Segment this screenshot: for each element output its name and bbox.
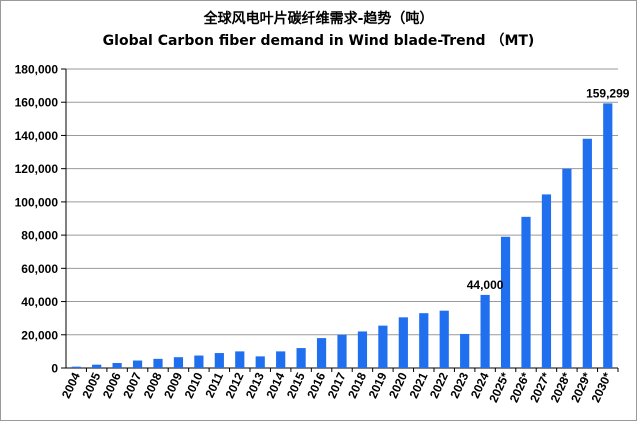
y-tick-label: 40,000 [21,295,58,309]
bar-2006 [112,363,122,368]
y-tick-label: 80,000 [21,229,58,243]
y-axis: 0 20,000 40,000 60,000 80,000 100,000 120,000 1… [15,63,67,376]
bar-2009 [173,357,184,368]
y-tick-label: 180,000 [15,63,59,77]
x-tick-label: 2008 [141,370,165,400]
y-tick-label: 100,000 [15,195,59,209]
bar-2004 [71,366,81,368]
chart-subtitle: Global Carbon fiber demand in Wind blade… [102,33,535,49]
x-tick-label: 2013 [243,370,267,400]
x-tick-label: 2004 [59,370,83,400]
bar-2016 [316,338,327,368]
x-tick-label: 2020 [386,370,410,400]
bar-2030 [603,103,613,368]
annotations: 44,000 159,299 [467,86,630,292]
bar-2020 [398,317,408,368]
y-tick-label: 60,000 [21,262,58,276]
y-tick-label: 0 [51,362,58,376]
bars [71,103,613,368]
bar-2005 [92,364,102,368]
bar-2008 [153,358,163,368]
y-tick-label: 20,000 [21,328,58,342]
x-tick-label: 2016 [304,370,328,400]
bar-2029 [582,138,592,368]
bar-2015 [296,348,306,368]
bar-2027 [541,194,552,368]
x-tick-label: 2010 [182,370,206,400]
bar-2019 [378,325,388,368]
y-tick-label: 140,000 [15,129,59,143]
bar-2011 [214,353,224,368]
bar-2013 [255,356,265,368]
bar-2026 [521,216,531,368]
x-tick-label: 2015 [284,370,308,400]
bar-2010 [194,355,204,368]
bar-2021 [419,313,429,368]
x-tick-label: 2017 [325,370,349,400]
x-tick-label: 2006 [100,370,124,400]
bar-2028 [562,168,572,368]
data-label: 44,000 [467,278,504,292]
y-tick-label: 160,000 [15,96,59,110]
x-tick-label: 2014 [263,370,287,400]
data-label: 159,299 [586,86,630,100]
bar-2017 [337,334,347,368]
bar-2022 [439,310,449,368]
bar-2024 [480,294,490,368]
x-tick-label: 2018 [345,370,369,400]
x-tick-label: 2030* [589,370,615,405]
x-tick-label: 2022 [427,370,451,400]
bar-2014 [276,351,286,368]
gridlines [66,68,618,369]
x-tick-label: 2021 [407,370,431,400]
y-tick-label: 120,000 [15,162,59,176]
x-tick-label: 2007 [120,370,144,400]
x-tick-label: 2009 [161,370,185,400]
x-tick-label: 2019 [366,370,390,400]
x-tick-label: 2023 [447,370,471,400]
chart-title: 全球风电叶片碳纤维需求-趋势（吨） [203,11,434,27]
x-axis: 2004200520062007200820092010201120122013… [59,368,619,405]
bar-2012 [235,351,245,368]
x-tick-label: 2005 [79,370,103,400]
bar-2025 [500,236,511,368]
x-tick-label: 2012 [223,370,247,400]
bar-2018 [357,331,368,368]
bar-2023 [460,333,470,368]
bar-2007 [132,360,143,368]
